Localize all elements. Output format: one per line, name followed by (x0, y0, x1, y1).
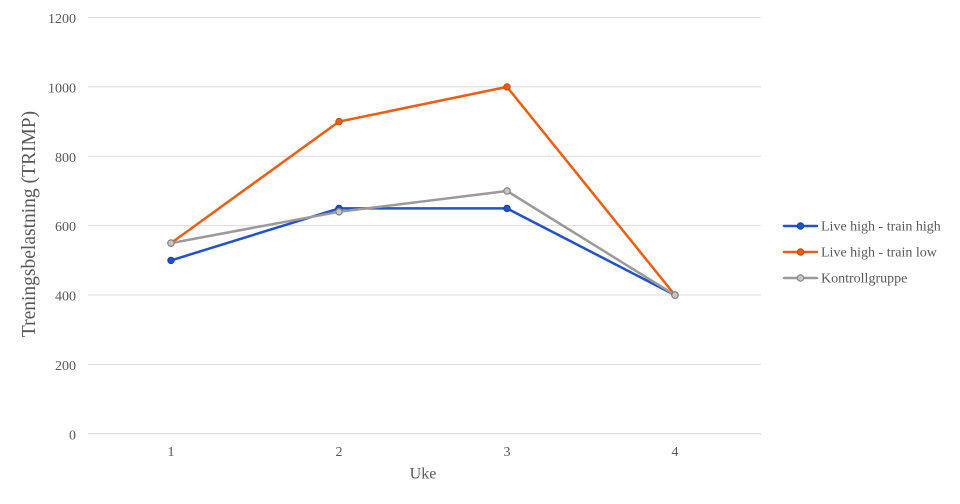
svg-text:400: 400 (55, 290, 76, 305)
svg-text:Uke: Uke (410, 466, 437, 483)
svg-text:1: 1 (168, 445, 175, 460)
svg-text:1200: 1200 (48, 12, 76, 27)
svg-text:Live high - train high: Live high - train high (821, 220, 941, 235)
svg-text:3: 3 (504, 445, 511, 460)
svg-text:800: 800 (55, 151, 76, 166)
svg-text:Live high - train low: Live high - train low (821, 246, 938, 261)
svg-text:Kontrollgruppe: Kontrollgruppe (821, 272, 907, 287)
svg-text:600: 600 (55, 220, 76, 235)
svg-text:Treningsbelastning (TRIMP): Treningsbelastning (TRIMP) (19, 111, 40, 337)
svg-text:1000: 1000 (48, 81, 76, 96)
svg-text:0: 0 (69, 428, 76, 443)
svg-text:200: 200 (55, 359, 76, 374)
svg-text:2: 2 (336, 445, 343, 460)
svg-text:4: 4 (672, 445, 679, 460)
